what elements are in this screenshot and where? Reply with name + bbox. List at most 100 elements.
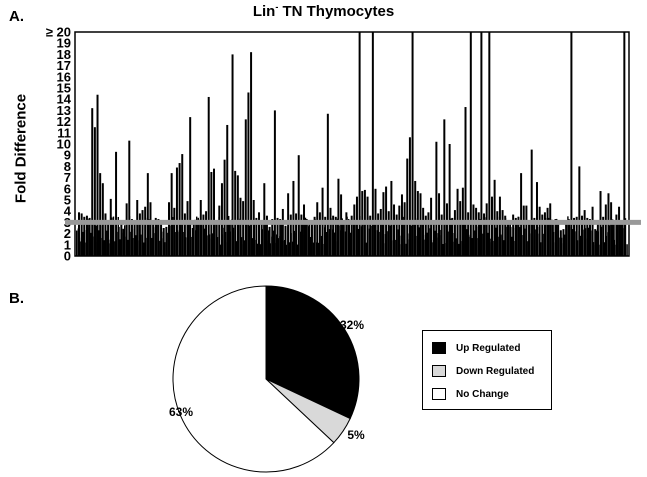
- bar: [395, 214, 398, 256]
- bar: [279, 219, 282, 256]
- bar: [215, 220, 218, 256]
- baseline-bar: [426, 232, 428, 256]
- bar: [136, 200, 139, 256]
- bar: [618, 206, 621, 256]
- bar: [120, 221, 123, 256]
- bar: [390, 180, 393, 256]
- legend-label-up: Up Regulated: [456, 342, 521, 354]
- bar: [355, 196, 358, 256]
- bar: [194, 230, 197, 256]
- bar: [345, 212, 348, 256]
- bar-chart: 012345678910111213141516171819≥ 20: [46, 25, 641, 264]
- bar: [575, 216, 578, 256]
- baseline-bar: [373, 222, 375, 256]
- bar: [297, 155, 300, 256]
- bar: [557, 220, 560, 256]
- bar: [615, 214, 618, 256]
- bar: [138, 213, 141, 256]
- legend-item-up: Up Regulated: [432, 341, 520, 355]
- baseline-bar: [474, 230, 476, 256]
- bar: [99, 173, 102, 256]
- bar: [181, 154, 184, 256]
- bar: [337, 178, 340, 256]
- bar: [517, 216, 520, 256]
- bar: [483, 213, 486, 256]
- bar: [620, 220, 623, 256]
- bar: [88, 217, 91, 256]
- bar: [424, 215, 427, 256]
- legend-swatch-down: [432, 365, 446, 377]
- baseline-bar: [325, 232, 327, 256]
- bar: [581, 215, 583, 256]
- baseline-bar: [175, 232, 177, 256]
- bar: [117, 226, 120, 256]
- bar: [498, 196, 501, 256]
- baseline-bar: [106, 230, 108, 256]
- bar: [504, 215, 507, 256]
- baseline-bar: [495, 227, 497, 256]
- bar: [408, 137, 411, 256]
- baseline-bar: [296, 244, 299, 256]
- baseline-bar: [264, 220, 267, 256]
- bar: [350, 215, 353, 256]
- baseline-bar: [98, 230, 100, 256]
- bar: [218, 205, 221, 256]
- bar: [342, 220, 345, 256]
- bar: [448, 144, 451, 256]
- bar: [445, 203, 448, 256]
- bar: [332, 215, 335, 256]
- bar: [472, 204, 475, 256]
- bar: [358, 32, 361, 256]
- baseline-bar: [90, 232, 92, 256]
- baseline-bar: [612, 219, 614, 256]
- baseline-bar: [320, 235, 323, 256]
- bar: [430, 197, 433, 256]
- bar: [509, 226, 512, 256]
- bar: [406, 158, 409, 256]
- bar: [175, 167, 178, 256]
- baseline-bar: [280, 221, 283, 256]
- y-tick-label: 12: [57, 114, 71, 129]
- bar: [377, 213, 380, 256]
- bar: [268, 226, 271, 256]
- bar: [107, 220, 110, 256]
- bar: [123, 229, 125, 256]
- pie-legend: Up Regulated Down Regulated No Change: [422, 330, 552, 410]
- pie-slice: [265, 378, 351, 444]
- bar: [289, 214, 292, 256]
- bar: [305, 219, 308, 256]
- bar: [586, 217, 589, 256]
- bar: [316, 202, 319, 256]
- bar: [162, 228, 165, 256]
- bar: [189, 117, 192, 257]
- bar: [366, 196, 369, 256]
- bar: [485, 203, 488, 256]
- baseline-bar: [304, 217, 307, 256]
- bar: [160, 221, 163, 256]
- bar: [570, 32, 573, 256]
- y-tick-label: ≥ 20: [46, 25, 71, 40]
- bar: [168, 202, 170, 256]
- baseline-bar: [543, 233, 545, 256]
- bar: [443, 119, 446, 256]
- bar: [239, 197, 242, 256]
- y-tick-label: 2: [64, 226, 71, 241]
- bar: [220, 183, 223, 256]
- bar: [435, 141, 438, 256]
- baseline-bar: [180, 220, 182, 256]
- bar: [353, 204, 356, 256]
- bar: [594, 229, 597, 256]
- baseline-bar: [487, 232, 489, 256]
- legend-label-down: Down Regulated: [456, 365, 535, 377]
- bar: [85, 215, 88, 256]
- bars: [78, 32, 626, 257]
- bar: [549, 203, 552, 256]
- bar: [528, 221, 531, 256]
- bar: [453, 210, 456, 256]
- baseline-bar: [572, 229, 574, 256]
- bar: [522, 205, 525, 256]
- bar: [538, 206, 541, 256]
- bar: [242, 201, 245, 256]
- baseline-bar: [479, 218, 481, 256]
- bar: [546, 207, 549, 256]
